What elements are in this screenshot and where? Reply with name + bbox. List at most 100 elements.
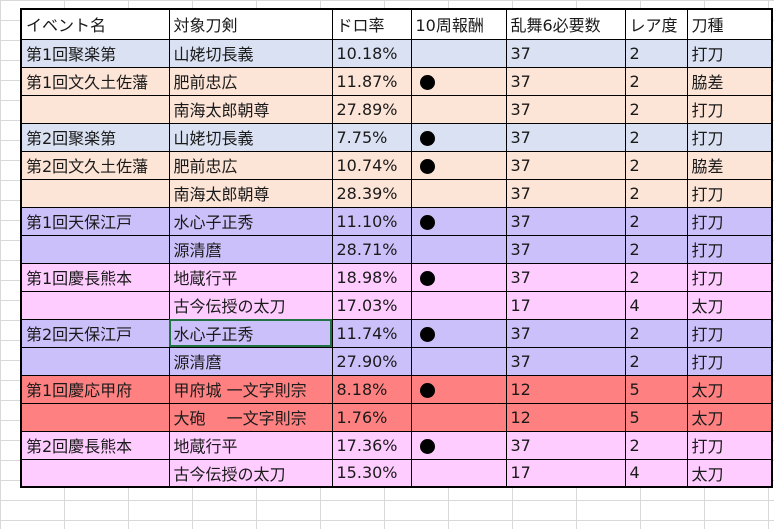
sword-type-cell[interactable]: 打刀: [686, 178, 773, 208]
event-cell[interactable]: 第1回聚楽第: [20, 38, 170, 68]
reward-cell[interactable]: [410, 150, 507, 180]
ranbu-cell[interactable]: 12: [505, 402, 626, 432]
sword-type-cell[interactable]: 太刀: [686, 402, 773, 432]
event-cell[interactable]: [20, 94, 170, 124]
reward-cell[interactable]: [410, 234, 507, 264]
drop-rate-cell[interactable]: 27.90%: [331, 346, 412, 376]
drop-rate-cell[interactable]: 17.03%: [331, 290, 412, 320]
sword-cell[interactable]: 山姥切長義: [168, 38, 333, 68]
sword-type-cell[interactable]: 脇差: [686, 150, 773, 180]
sword-type-cell[interactable]: 太刀: [686, 290, 773, 320]
sword-type-cell[interactable]: 太刀: [686, 458, 773, 488]
sword-type-cell[interactable]: 打刀: [686, 346, 773, 376]
drop-rate-cell[interactable]: 11.87%: [331, 66, 412, 96]
drop-rate-cell[interactable]: 27.89%: [331, 94, 412, 124]
sword-cell[interactable]: 大砲 一文字則宗: [168, 402, 333, 432]
drop-rate-cell[interactable]: 11.74%: [331, 318, 412, 348]
sword-cell[interactable]: 源清麿: [168, 346, 333, 376]
ranbu-cell[interactable]: 37: [505, 66, 626, 96]
ranbu-cell[interactable]: 37: [505, 150, 626, 180]
rarity-cell[interactable]: 5: [624, 374, 688, 404]
sword-cell[interactable]: 古今伝授の太刀: [168, 290, 333, 320]
sword-type-cell[interactable]: 打刀: [686, 122, 773, 152]
rarity-cell[interactable]: 2: [624, 66, 688, 96]
header-sword[interactable]: 対象刀剣: [168, 8, 333, 40]
rarity-cell[interactable]: 2: [624, 430, 688, 460]
header-drop-rate[interactable]: ドロ率: [331, 8, 412, 40]
drop-rate-cell[interactable]: 10.74%: [331, 150, 412, 180]
rarity-cell[interactable]: 5: [624, 402, 688, 432]
event-cell[interactable]: [20, 290, 170, 320]
sword-cell[interactable]: 南海太郎朝尊: [168, 178, 333, 208]
sword-cell[interactable]: 山姥切長義: [168, 122, 333, 152]
sword-cell[interactable]: 地蔵行平: [168, 262, 333, 292]
reward-cell[interactable]: [410, 66, 507, 96]
ranbu-cell[interactable]: 37: [505, 206, 626, 236]
sword-cell[interactable]: 南海太郎朝尊: [168, 94, 333, 124]
rarity-cell[interactable]: 4: [624, 290, 688, 320]
event-cell[interactable]: 第2回天保江戸: [20, 318, 170, 348]
drop-rate-cell[interactable]: 28.71%: [331, 234, 412, 264]
sword-cell[interactable]: 源清麿: [168, 234, 333, 264]
rarity-cell[interactable]: 2: [624, 346, 688, 376]
event-cell[interactable]: [20, 458, 170, 488]
rarity-cell[interactable]: 2: [624, 38, 688, 68]
event-cell[interactable]: [20, 346, 170, 376]
sword-cell[interactable]: 水心子正秀: [168, 206, 333, 236]
reward-cell[interactable]: [410, 430, 507, 460]
event-cell[interactable]: 第1回文久土佐藩: [20, 66, 170, 96]
rarity-cell[interactable]: 4: [624, 458, 688, 488]
rarity-cell[interactable]: 2: [624, 150, 688, 180]
reward-cell[interactable]: [410, 318, 507, 348]
event-cell[interactable]: 第2回聚楽第: [20, 122, 170, 152]
sword-cell[interactable]: 地蔵行平: [168, 430, 333, 460]
rarity-cell[interactable]: 2: [624, 206, 688, 236]
drop-rate-cell[interactable]: 15.30%: [331, 458, 412, 488]
event-cell[interactable]: 第1回慶応甲府: [20, 374, 170, 404]
sword-type-cell[interactable]: 打刀: [686, 94, 773, 124]
drop-rate-cell[interactable]: 10.18%: [331, 38, 412, 68]
reward-cell[interactable]: [410, 206, 507, 236]
sword-type-cell[interactable]: 打刀: [686, 430, 773, 460]
event-cell[interactable]: 第1回慶長熊本: [20, 262, 170, 292]
sword-type-cell[interactable]: 脇差: [686, 66, 773, 96]
sword-type-cell[interactable]: 打刀: [686, 318, 773, 348]
ranbu-cell[interactable]: 37: [505, 430, 626, 460]
reward-cell[interactable]: [410, 458, 507, 488]
event-cell[interactable]: [20, 234, 170, 264]
rarity-cell[interactable]: 2: [624, 262, 688, 292]
event-cell[interactable]: [20, 402, 170, 432]
reward-cell[interactable]: [410, 94, 507, 124]
ranbu-cell[interactable]: 37: [505, 346, 626, 376]
sword-type-cell[interactable]: 打刀: [686, 38, 773, 68]
header-sword-type[interactable]: 刀種: [686, 8, 773, 40]
reward-cell[interactable]: [410, 178, 507, 208]
rarity-cell[interactable]: 2: [624, 318, 688, 348]
drop-rate-cell[interactable]: 11.10%: [331, 206, 412, 236]
ranbu-cell[interactable]: 37: [505, 262, 626, 292]
header-rarity[interactable]: レア度: [624, 8, 688, 40]
ranbu-cell[interactable]: 37: [505, 234, 626, 264]
sword-cell[interactable]: 肥前忠広: [168, 66, 333, 96]
header-event[interactable]: イベント名: [20, 8, 170, 40]
reward-cell[interactable]: [410, 402, 507, 432]
sword-type-cell[interactable]: 打刀: [686, 262, 773, 292]
rarity-cell[interactable]: 2: [624, 234, 688, 264]
event-cell[interactable]: 第1回天保江戸: [20, 206, 170, 236]
sword-type-cell[interactable]: 打刀: [686, 234, 773, 264]
drop-rate-cell[interactable]: 18.98%: [331, 262, 412, 292]
ranbu-cell[interactable]: 12: [505, 374, 626, 404]
event-cell[interactable]: 第2回慶長熊本: [20, 430, 170, 460]
reward-cell[interactable]: [410, 262, 507, 292]
drop-rate-cell[interactable]: 7.75%: [331, 122, 412, 152]
header-ranbu[interactable]: 乱舞6必要数: [505, 8, 626, 40]
header-reward[interactable]: 10周報酬: [410, 8, 507, 40]
drop-rate-cell[interactable]: 28.39%: [331, 178, 412, 208]
event-cell[interactable]: [20, 178, 170, 208]
sword-cell[interactable]: 古今伝授の太刀: [168, 458, 333, 488]
ranbu-cell[interactable]: 37: [505, 318, 626, 348]
rarity-cell[interactable]: 2: [624, 94, 688, 124]
sword-cell[interactable]: 甲府城 一文字則宗: [168, 374, 333, 404]
drop-rate-cell[interactable]: 17.36%: [331, 430, 412, 460]
sword-cell[interactable]: 水心子正秀: [168, 318, 333, 348]
